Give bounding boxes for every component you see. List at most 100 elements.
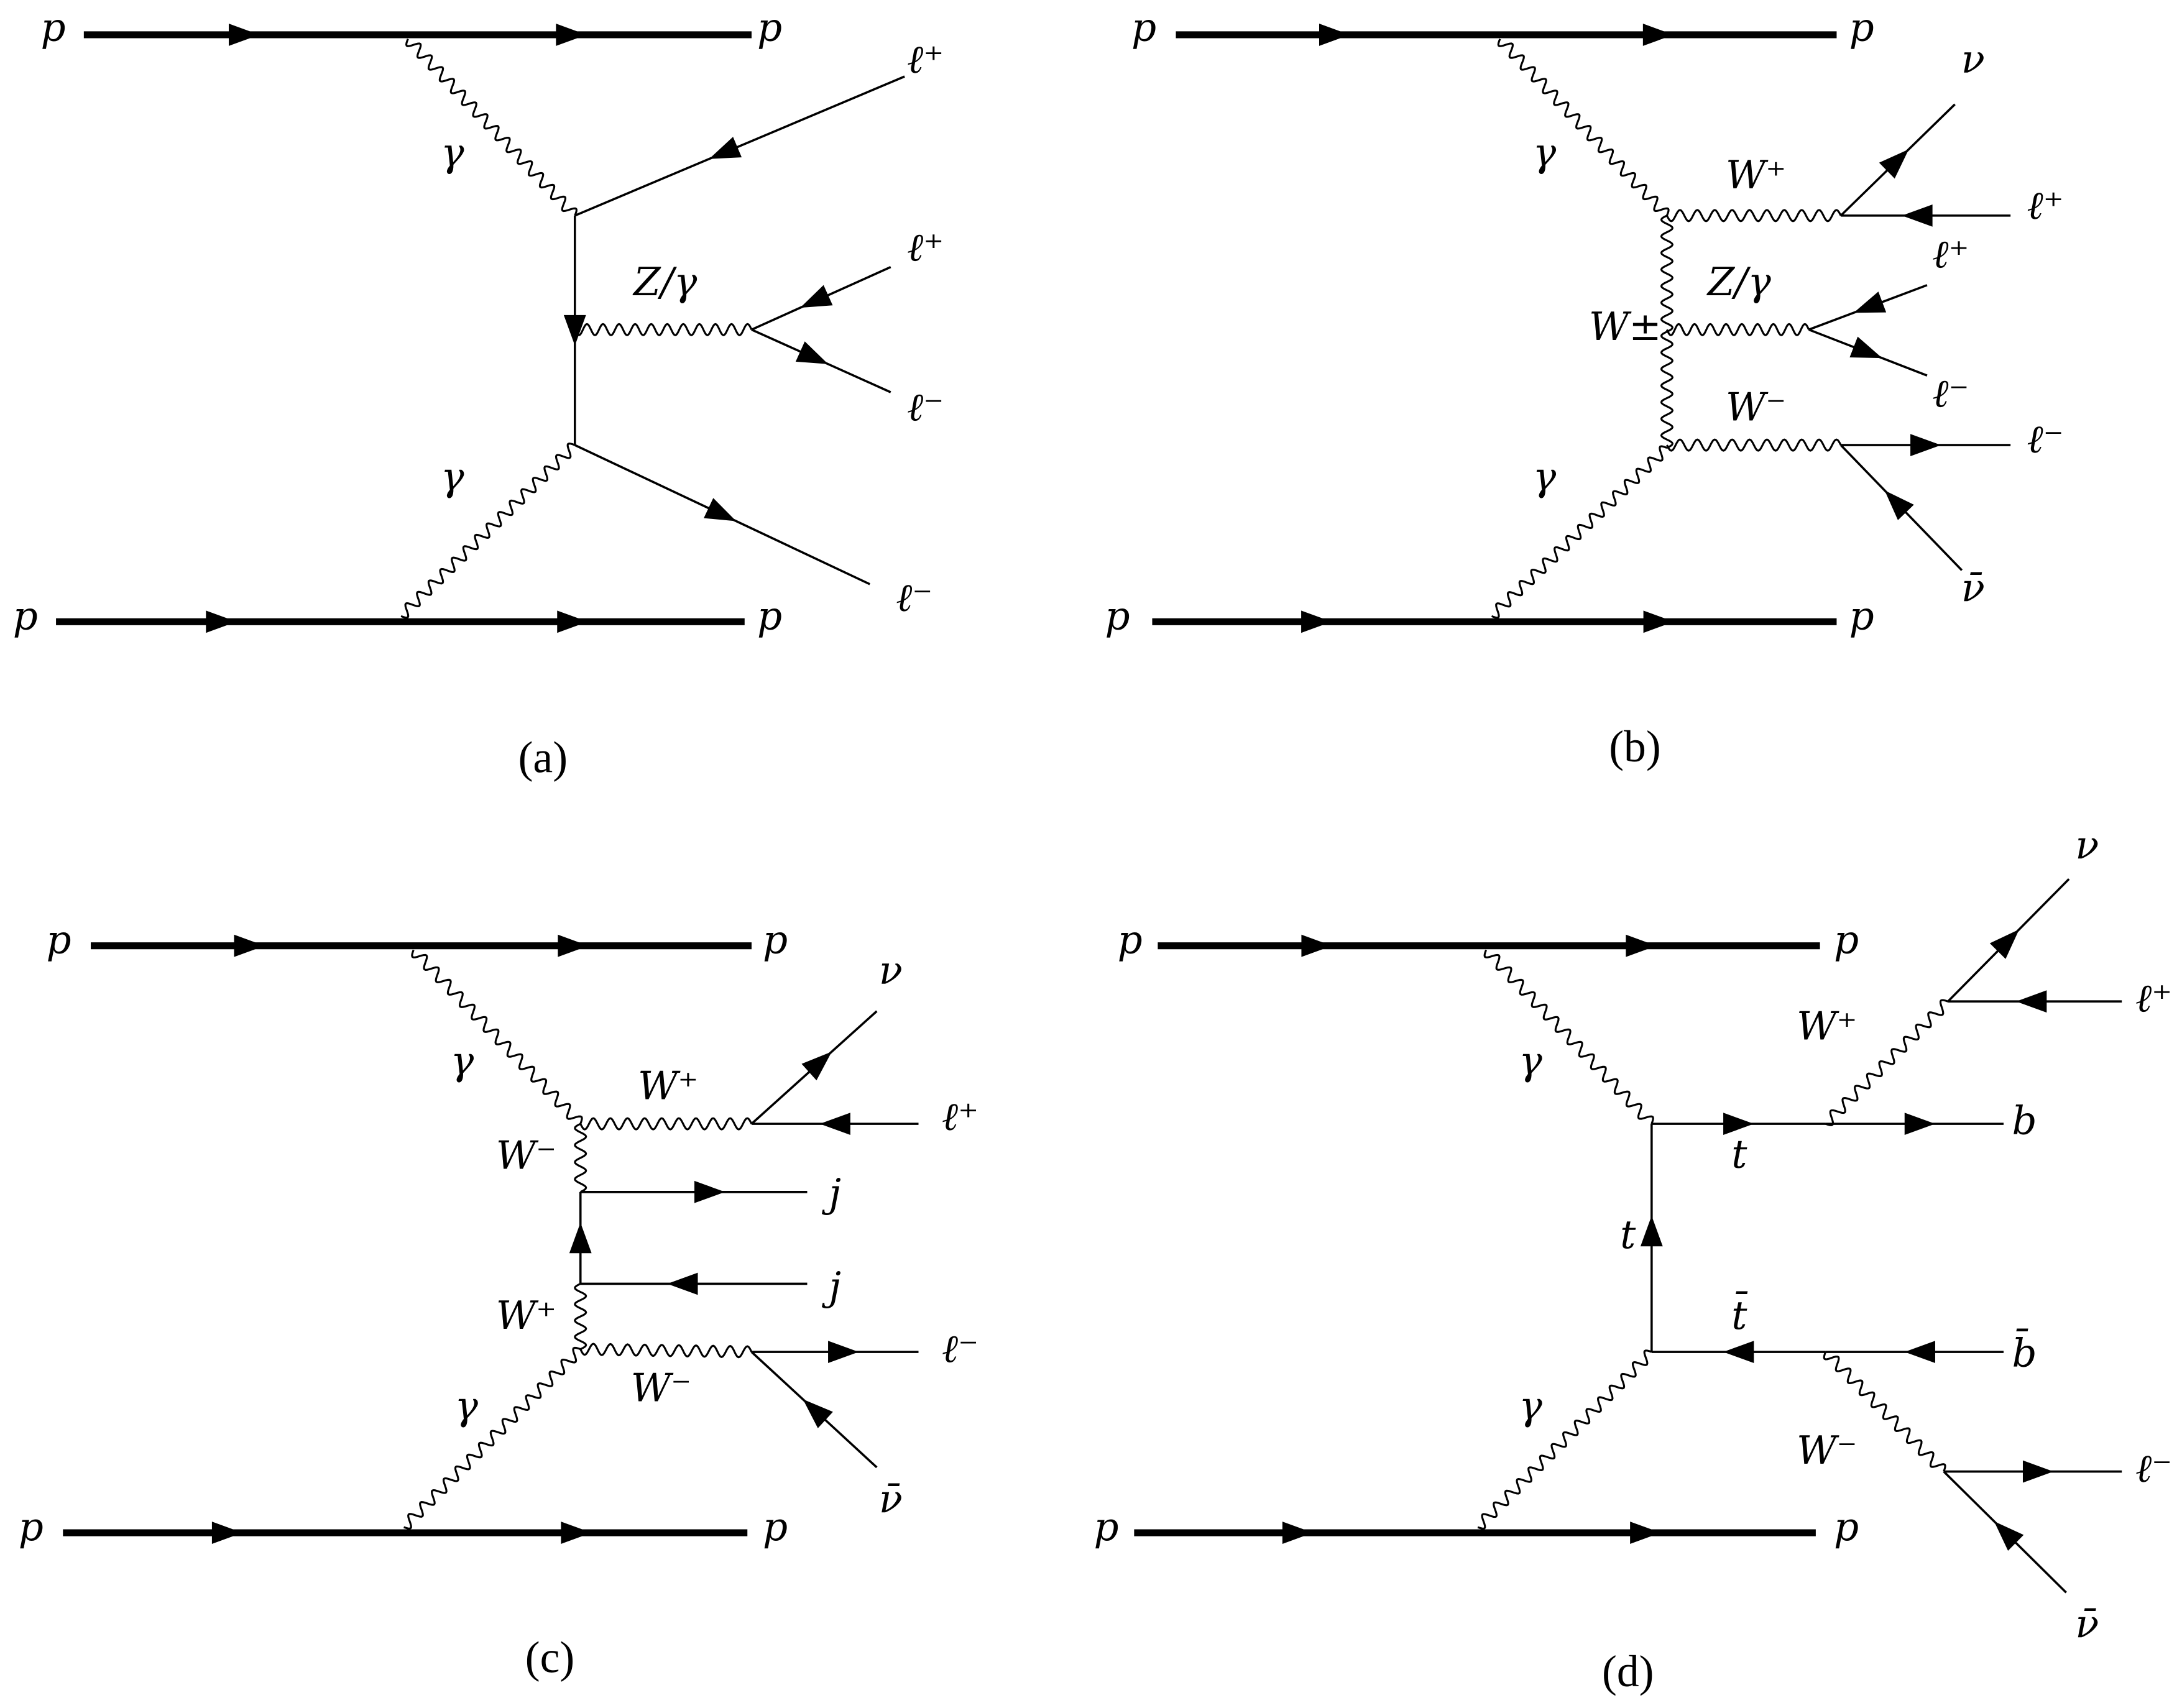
panel-caption: (a) xyxy=(518,733,568,783)
arrow-icon xyxy=(1301,610,1332,633)
particle-label: γ xyxy=(1519,1383,1542,1428)
photon-line xyxy=(1497,39,1670,216)
photon-line xyxy=(411,949,583,1124)
particle-label: p xyxy=(1849,5,1874,50)
particle-label: W⁻ xyxy=(1726,385,1786,430)
arrow-icon xyxy=(1319,24,1350,46)
particle-label: γ xyxy=(1533,454,1557,500)
particle-label: W⁺ xyxy=(638,1063,698,1109)
arrow-icon xyxy=(1626,934,1657,957)
arrow-icon xyxy=(2022,1460,2054,1483)
w-minus-line xyxy=(574,1123,587,1193)
panel-caption: (b) xyxy=(1609,722,1660,771)
arrow-icon xyxy=(828,1341,859,1364)
particle-label: γ xyxy=(1519,1038,1542,1083)
arrow-icon xyxy=(1642,24,1674,46)
arrow-icon xyxy=(795,341,829,364)
particle-label: γ xyxy=(1533,130,1557,175)
particle-label: ℓ⁺ xyxy=(2027,183,2064,228)
particle-label: γ xyxy=(441,130,464,175)
photon-line xyxy=(403,1346,581,1530)
particle-label: ν̄ xyxy=(1961,566,1985,611)
particle-label: p xyxy=(47,917,71,963)
particle-label: t̄ xyxy=(1731,1290,1748,1338)
w-plus-line xyxy=(1666,209,1842,223)
w-plus-line xyxy=(1825,999,1948,1126)
arrow-icon xyxy=(1849,336,1882,359)
particle-label: p xyxy=(1118,917,1143,963)
photon-line xyxy=(1491,445,1667,619)
particle-label: W⁻ xyxy=(1797,1428,1857,1473)
arrow-icon xyxy=(1994,1521,2024,1551)
arrow-icon xyxy=(556,24,587,46)
arrow-icon xyxy=(1630,1522,1661,1544)
particle-label: W⁻ xyxy=(496,1133,556,1178)
particle-label: p xyxy=(13,593,38,638)
arrow-icon xyxy=(1853,292,1887,313)
particle-label: ℓ⁻ xyxy=(1932,370,1969,416)
arrow-icon xyxy=(558,934,589,957)
photon-line xyxy=(405,39,578,216)
arrow-icon xyxy=(1989,929,2020,959)
particle-label: j xyxy=(822,1264,841,1309)
particle-label: p xyxy=(757,593,782,638)
particle-label: ν xyxy=(1961,37,1985,82)
photon-line xyxy=(1477,1349,1652,1530)
arrow-icon xyxy=(569,1223,592,1254)
arrow-icon xyxy=(1723,1113,1754,1136)
fermion-line xyxy=(574,75,905,217)
particle-label: ν xyxy=(2075,823,2099,868)
particle-label: ℓ⁻ xyxy=(942,1326,978,1372)
arrow-icon xyxy=(1282,1522,1314,1544)
arrow-icon xyxy=(694,1180,725,1203)
particle-label: p xyxy=(1849,593,1874,638)
particle-label: p xyxy=(1105,593,1130,638)
particle-label: γ xyxy=(441,454,464,500)
particle-label: ℓ⁺ xyxy=(907,224,944,270)
arrow-icon xyxy=(803,1399,833,1428)
w-minus-line xyxy=(1823,1351,1946,1472)
arrow-icon xyxy=(1884,490,1914,520)
arrow-icon xyxy=(229,24,260,46)
particle-label: p xyxy=(1834,917,1859,963)
w-plus-line xyxy=(574,1283,587,1351)
particle-label: ℓ⁺ xyxy=(942,1094,978,1139)
particle-label: ν̄ xyxy=(879,1476,903,1522)
particle-label: ν̄ xyxy=(2075,1602,2099,1647)
particle-label: ℓ⁺ xyxy=(907,37,944,82)
diagram-panel-b: p p p p γ γ W⁺ ν ℓ⁺ W± Z/γ ℓ⁺ ℓ⁻ W⁻ ℓ⁻ ν̄ (b) xyxy=(1105,5,2063,771)
particle-label: ℓ⁺ xyxy=(1932,231,1969,277)
particle-label: j xyxy=(822,1170,841,1216)
particle-label: ℓ⁻ xyxy=(896,575,932,620)
particle-label: p xyxy=(1094,1504,1119,1550)
photon-line xyxy=(400,443,576,619)
arrow-icon xyxy=(667,1272,698,1295)
particle-label: W⁻ xyxy=(631,1365,691,1410)
particle-label: p xyxy=(763,917,788,963)
arrow-icon xyxy=(557,610,588,633)
arrow-icon xyxy=(211,1522,243,1544)
arrow-icon xyxy=(704,498,737,521)
arrow-icon xyxy=(234,934,265,957)
arrow-icon xyxy=(561,1522,592,1544)
arrow-icon xyxy=(1902,204,1933,227)
particle-label: b xyxy=(2012,1098,2037,1144)
particle-label: ν xyxy=(879,948,903,993)
z-photon-line xyxy=(1666,323,1810,337)
diagram-panel-d: p p p p γ γ W⁺ ν ℓ⁺ t b t t̄ b̄ W⁻ ℓ⁻ ν̄ (d) xyxy=(1094,823,2173,1696)
arrow-icon xyxy=(709,137,742,159)
particle-label: Z/γ xyxy=(1706,259,1772,305)
arrow-icon xyxy=(1904,1341,1935,1364)
particle-label: p xyxy=(763,1504,788,1550)
particle-label: W⁺ xyxy=(1726,152,1786,198)
w-minus-line xyxy=(1666,438,1842,452)
particle-label: γ xyxy=(451,1038,474,1083)
particle-label: γ xyxy=(455,1383,479,1428)
particle-label: t xyxy=(1731,1131,1747,1177)
arrow-icon xyxy=(206,610,237,633)
arrow-icon xyxy=(1904,1113,1935,1136)
arrow-icon xyxy=(800,285,833,308)
particle-label: ℓ⁺ xyxy=(2135,976,2172,1021)
arrow-icon xyxy=(1723,1341,1754,1364)
